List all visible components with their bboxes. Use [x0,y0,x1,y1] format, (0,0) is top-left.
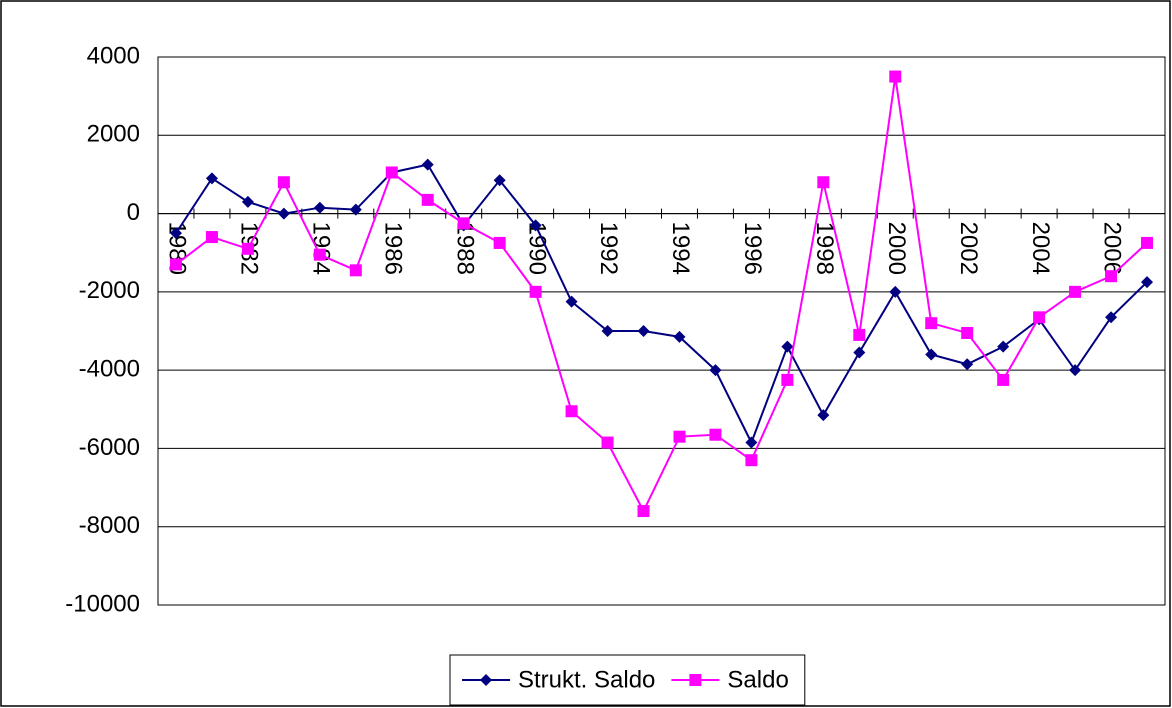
x-tick-label: 2004 [1027,222,1054,275]
series-line [175,76,1148,514]
marker [961,358,974,371]
marker [637,325,650,337]
marker [1069,285,1082,298]
y-tick-label: -6000 [79,434,140,461]
plot-area [157,56,1166,606]
marker [1141,236,1154,249]
legend: Strukt. Saldo Saldo [449,654,806,706]
marker [925,317,938,330]
marker [205,231,218,244]
marker [997,373,1010,386]
marker [349,203,362,216]
x-tick-label: 2000 [883,222,910,275]
marker [169,258,182,271]
marker [709,428,722,441]
x-tick-label: 1984 [307,222,334,275]
marker [493,174,506,187]
marker [745,454,758,467]
marker [853,328,866,341]
marker [961,326,974,339]
y-tick-label: -10000 [65,590,140,617]
marker [529,219,542,232]
marker [1141,276,1154,289]
marker [889,285,902,298]
marker [745,436,758,449]
marker [637,505,650,518]
marker [480,674,492,686]
marker [385,166,398,179]
marker [673,430,686,443]
marker [565,405,578,418]
marker [169,227,182,240]
y-tick-label: 0 [127,199,140,226]
marker [601,436,614,449]
x-tick-label: 1988 [451,222,478,275]
x-tick-label: 1992 [595,222,622,275]
marker [277,176,290,189]
y-tick-label: -8000 [79,512,140,539]
marker [313,248,326,261]
marker [781,340,794,353]
legend-label: Strukt. Saldo [518,666,655,693]
marker [817,409,830,422]
marker [421,193,434,206]
x-tick-label: 1986 [379,222,406,275]
marker [349,264,362,277]
marker [1033,311,1046,324]
marker [1069,364,1082,377]
marker [241,242,254,255]
marker [205,172,218,185]
marker [673,330,686,343]
legend-label: Saldo [727,666,788,693]
marker [889,70,902,83]
marker [313,201,326,214]
marker [277,207,290,220]
y-tick-label: -2000 [79,277,140,304]
marker [689,674,702,686]
marker [601,325,614,337]
marker [1105,311,1118,324]
marker [853,346,866,359]
x-tick-label: 2002 [955,222,982,275]
marker [457,217,470,230]
marker [241,195,254,208]
marker [925,348,938,361]
x-tick-label: 1994 [667,222,694,275]
y-tick-label: 4000 [87,42,140,69]
y-tick-label: -4000 [79,355,140,382]
marker [997,340,1010,353]
marker [1105,270,1118,283]
y-tick-label: 2000 [87,121,140,148]
marker [421,158,434,171]
marker [529,285,542,298]
x-tick-label: 1996 [739,222,766,275]
marker [817,176,830,189]
marker [709,364,722,377]
marker [781,373,794,386]
marker [493,236,506,249]
marker [565,295,578,308]
